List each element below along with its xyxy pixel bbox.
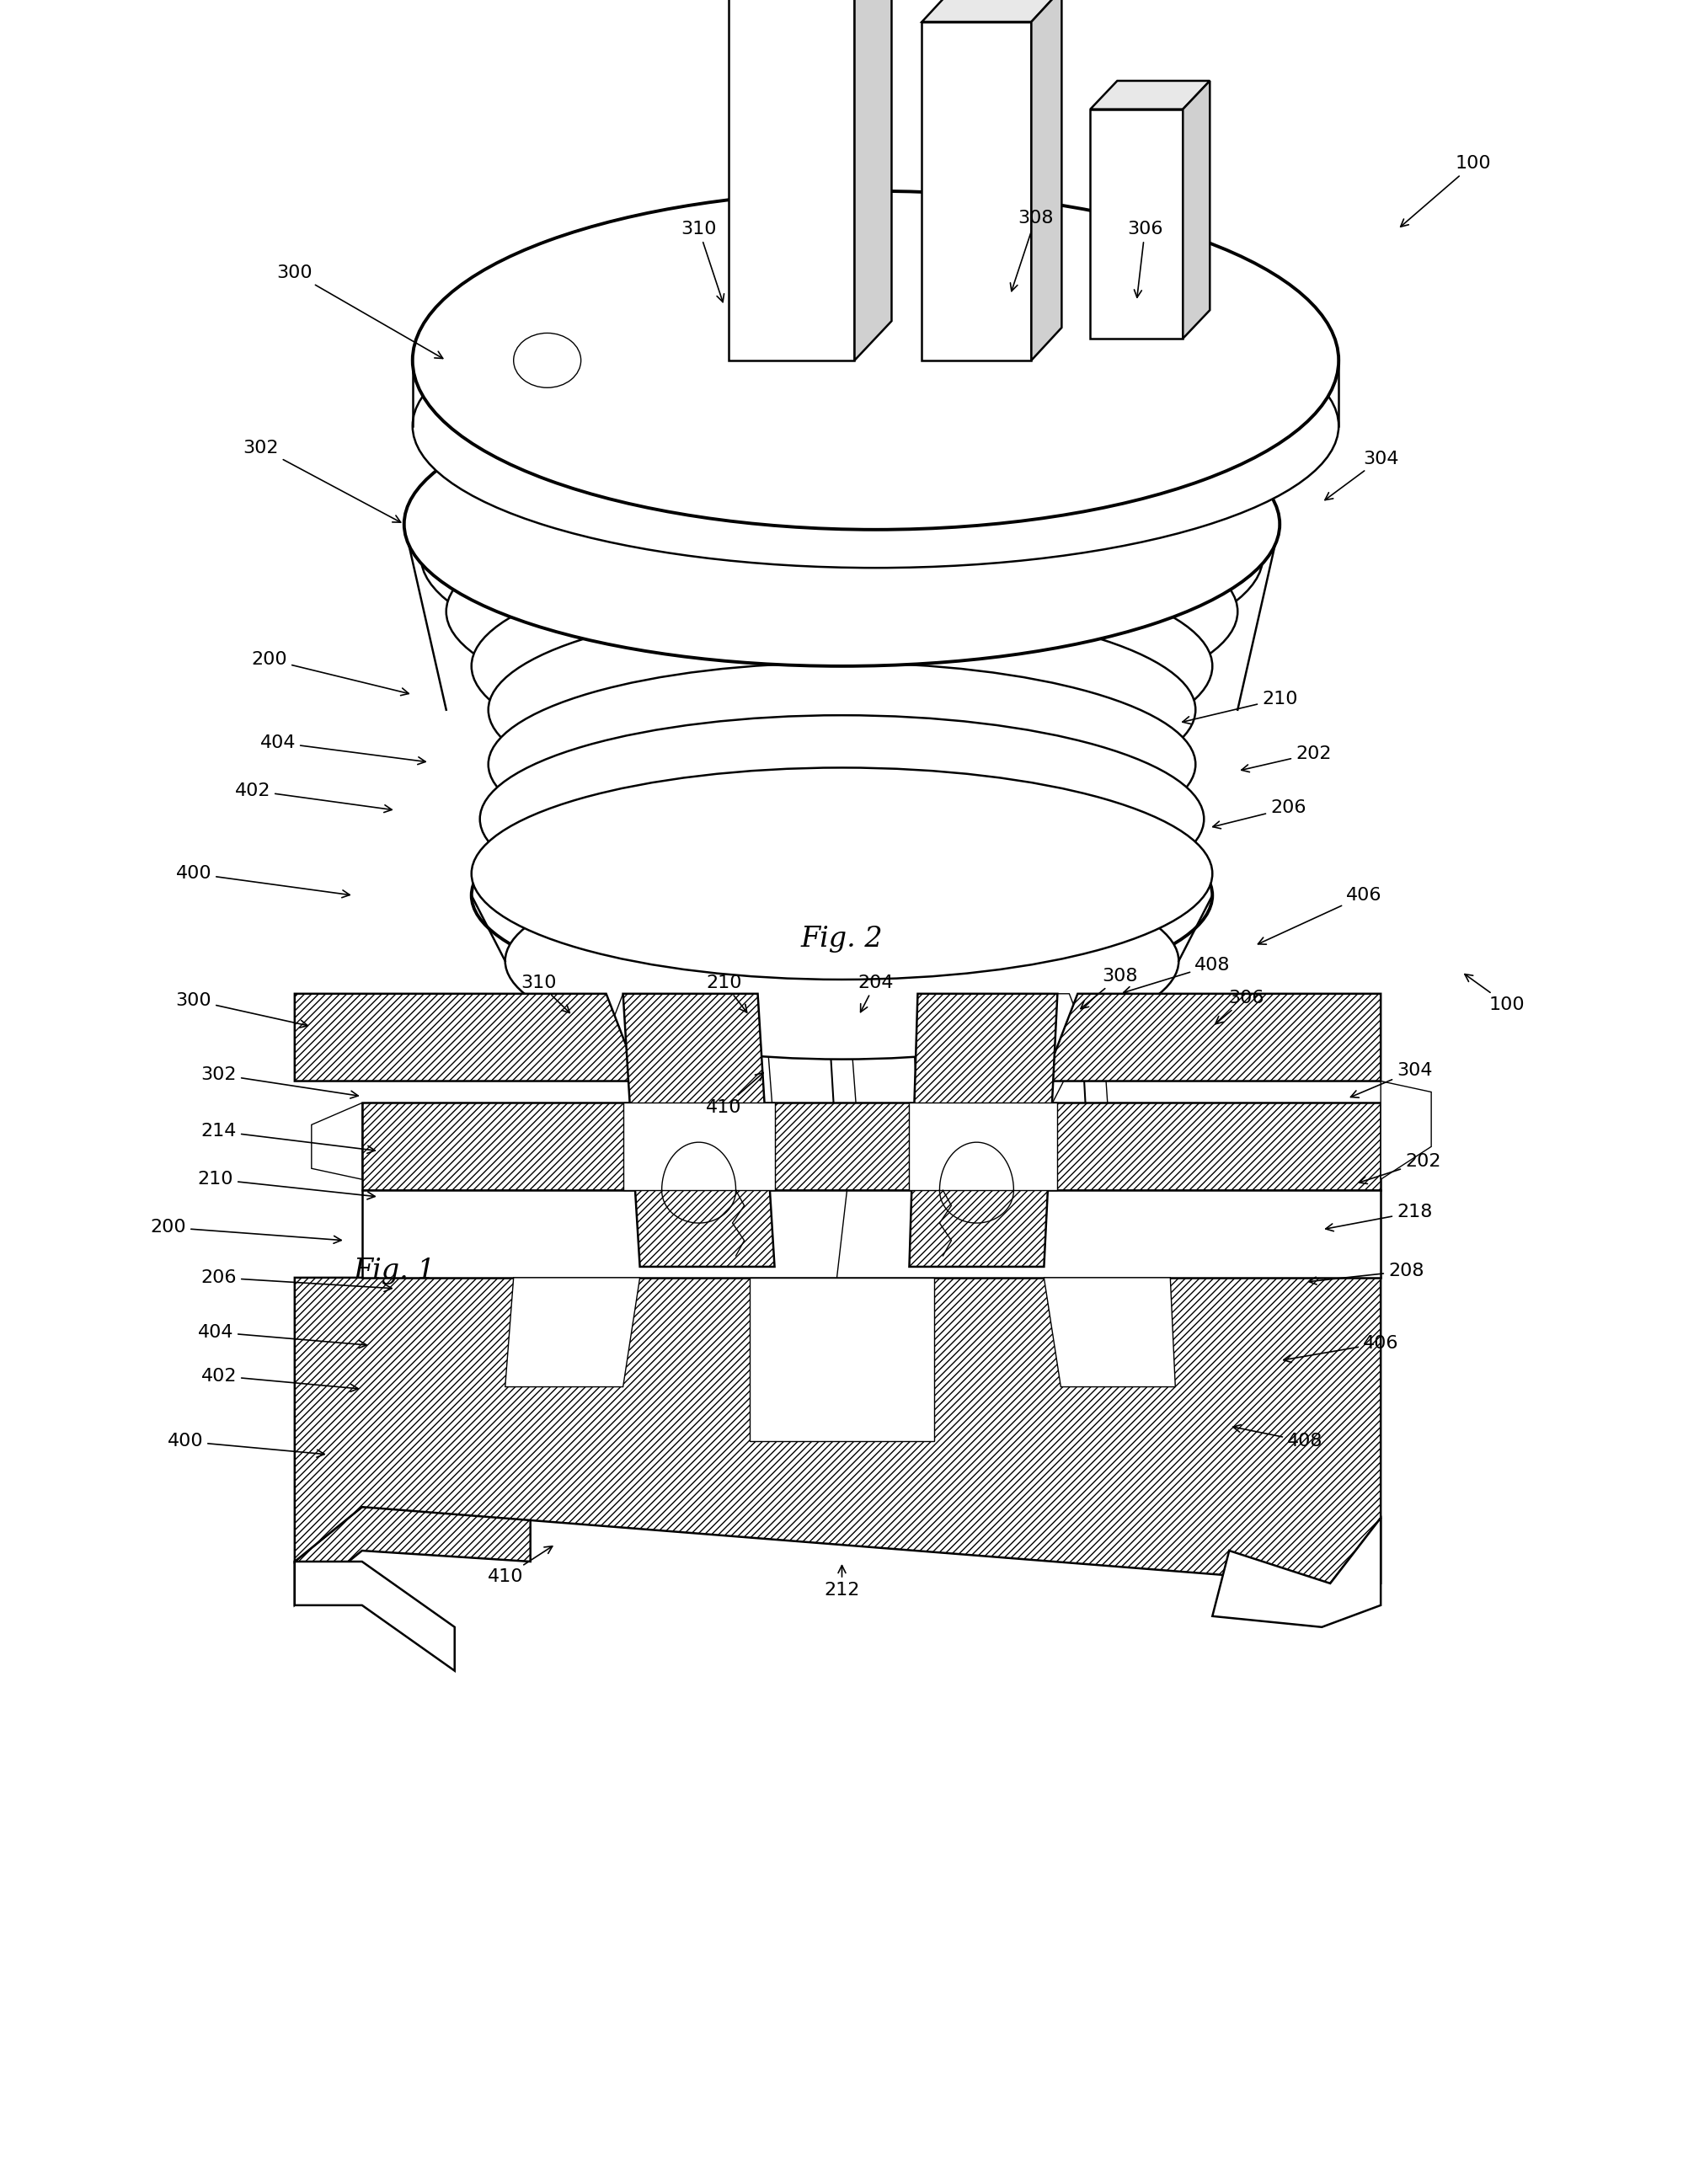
Polygon shape	[1380, 1081, 1431, 1179]
Ellipse shape	[505, 863, 1178, 1059]
Ellipse shape	[471, 786, 1212, 1005]
Polygon shape	[909, 994, 1057, 1267]
Polygon shape	[1212, 1518, 1380, 1627]
Text: 200: 200	[150, 1219, 342, 1243]
Polygon shape	[606, 994, 690, 1103]
Polygon shape	[295, 1507, 530, 1605]
Text: 404: 404	[259, 734, 426, 764]
Polygon shape	[1153, 1507, 1380, 1605]
Polygon shape	[505, 1278, 640, 1387]
Polygon shape	[623, 994, 774, 1267]
Text: 304: 304	[1325, 450, 1399, 500]
Polygon shape	[727, 0, 853, 360]
Ellipse shape	[471, 557, 1212, 775]
Polygon shape	[640, 1223, 1212, 1441]
Text: 410: 410	[705, 1072, 762, 1116]
Ellipse shape	[412, 284, 1338, 568]
Text: Fig. 2: Fig. 2	[801, 926, 882, 952]
Ellipse shape	[480, 716, 1203, 922]
Polygon shape	[853, 0, 892, 360]
Text: 210: 210	[197, 1171, 375, 1199]
Text: 202: 202	[1358, 1153, 1441, 1184]
Text: 212: 212	[823, 1566, 860, 1599]
Text: 404: 404	[197, 1324, 367, 1348]
Ellipse shape	[513, 334, 581, 389]
Ellipse shape	[412, 192, 1338, 531]
Text: 406: 406	[1257, 887, 1382, 943]
Polygon shape	[909, 1103, 1057, 1190]
Polygon shape	[623, 1103, 774, 1190]
Text: 408: 408	[1232, 1424, 1323, 1450]
Text: 200: 200	[251, 651, 409, 695]
Text: 206: 206	[200, 1269, 392, 1291]
Text: 402: 402	[200, 1367, 358, 1391]
Ellipse shape	[404, 382, 1279, 666]
Text: 100: 100	[1400, 155, 1491, 227]
Ellipse shape	[488, 605, 1195, 815]
Text: 300: 300	[276, 264, 443, 358]
Polygon shape	[362, 1103, 1380, 1190]
Ellipse shape	[421, 430, 1262, 681]
Text: 204: 204	[857, 974, 894, 1011]
Text: 300: 300	[175, 992, 308, 1029]
Polygon shape	[922, 0, 1060, 22]
Polygon shape	[1091, 109, 1181, 339]
Text: Fig. 1: Fig. 1	[353, 1258, 436, 1284]
Polygon shape	[1091, 81, 1208, 109]
Text: 306: 306	[1215, 989, 1264, 1024]
Text: 310: 310	[520, 974, 569, 1013]
Polygon shape	[311, 1103, 362, 1179]
Text: 306: 306	[1126, 221, 1163, 297]
Text: 408: 408	[1123, 957, 1230, 994]
Text: 208: 208	[1308, 1262, 1424, 1284]
Polygon shape	[922, 22, 1030, 360]
Ellipse shape	[446, 498, 1237, 725]
Polygon shape	[295, 1278, 1380, 1583]
Polygon shape	[1043, 1278, 1175, 1387]
Text: 310: 310	[680, 221, 724, 301]
Polygon shape	[1001, 994, 1086, 1103]
Text: 400: 400	[175, 865, 350, 898]
Text: 406: 406	[1282, 1334, 1399, 1363]
Text: 214: 214	[200, 1123, 375, 1153]
Text: 202: 202	[1240, 745, 1331, 771]
Polygon shape	[362, 1190, 1380, 1278]
Polygon shape	[295, 1562, 454, 1671]
Ellipse shape	[488, 664, 1195, 867]
Text: 400: 400	[167, 1433, 325, 1457]
Text: 218: 218	[1325, 1203, 1432, 1232]
Text: 308: 308	[1080, 968, 1138, 1009]
Polygon shape	[295, 994, 640, 1081]
Polygon shape	[749, 1278, 934, 1441]
Text: 402: 402	[234, 782, 392, 812]
Text: 302: 302	[242, 439, 401, 522]
Text: 308: 308	[1010, 210, 1054, 290]
Text: 210: 210	[705, 974, 747, 1013]
Polygon shape	[1030, 0, 1060, 360]
Ellipse shape	[471, 769, 1212, 978]
Polygon shape	[1043, 994, 1380, 1081]
Text: 302: 302	[200, 1066, 358, 1099]
Text: 410: 410	[486, 1546, 552, 1586]
Text: 206: 206	[1212, 799, 1306, 828]
Text: 100: 100	[1464, 974, 1525, 1013]
Polygon shape	[1181, 81, 1208, 339]
Text: 210: 210	[1181, 690, 1298, 723]
Text: 304: 304	[1350, 1061, 1432, 1099]
